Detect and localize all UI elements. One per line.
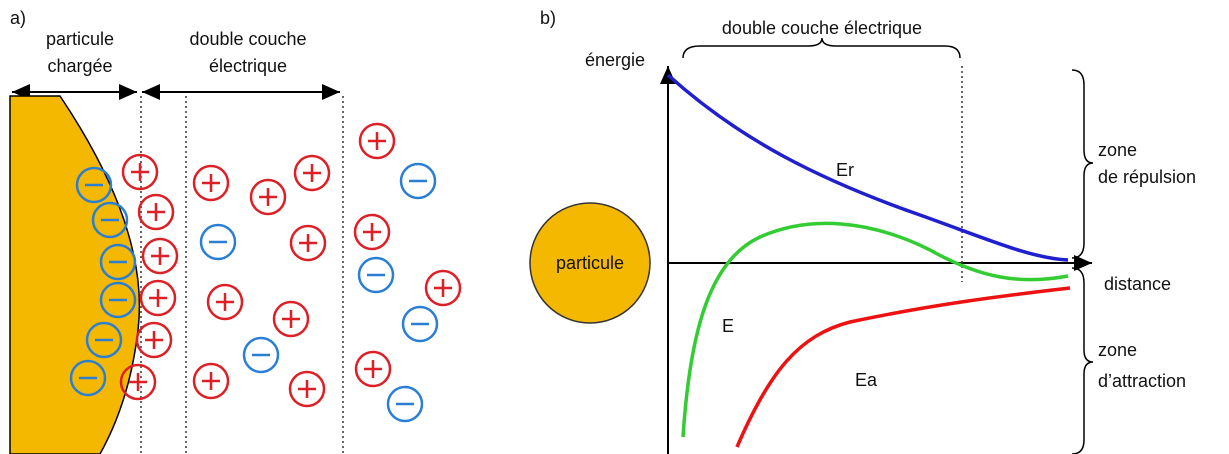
layer-label: double couche	[189, 29, 306, 49]
cation	[137, 193, 175, 231]
y-axis-label: énergie	[585, 50, 645, 70]
particle-label: particule	[46, 29, 114, 49]
attraction-curve	[735, 286, 1071, 448]
curve-label: E	[722, 316, 734, 336]
anion	[401, 305, 439, 343]
brace	[682, 37, 961, 59]
cation	[249, 178, 287, 216]
zone-label: zone	[1098, 140, 1137, 160]
cation	[192, 164, 230, 202]
cation	[354, 350, 392, 388]
zone-label: d’attraction	[1098, 371, 1186, 391]
anion	[386, 385, 424, 423]
brace	[1071, 267, 1094, 454]
cation	[139, 279, 177, 317]
curve-label: Ea	[855, 370, 878, 390]
anion	[99, 243, 137, 281]
ions	[69, 122, 462, 423]
particle-label: particule	[556, 253, 624, 273]
particle-label: chargée	[47, 56, 112, 76]
cation	[353, 213, 391, 251]
total-curve	[681, 221, 1069, 438]
cation	[121, 153, 159, 191]
cation	[288, 370, 326, 408]
panel-label: a)	[10, 8, 26, 28]
zone-label: de répulsion	[1098, 167, 1196, 187]
cation	[358, 122, 396, 160]
anion	[75, 166, 113, 204]
cation	[272, 300, 310, 338]
zone-label: zone	[1098, 340, 1137, 360]
cation	[289, 224, 327, 262]
anion	[399, 162, 437, 200]
layer-label: électrique	[209, 56, 287, 76]
anion	[357, 256, 395, 294]
anion	[69, 359, 107, 397]
cation	[192, 362, 230, 400]
panel-label: b)	[540, 8, 556, 28]
repulsion-curve	[666, 73, 1069, 262]
anion	[242, 336, 280, 374]
dotted-lines	[140, 96, 344, 454]
anion	[99, 281, 137, 319]
particle	[529, 202, 651, 324]
particle	[9, 95, 141, 454]
anion	[91, 201, 129, 239]
layer-label: double couche électrique	[722, 18, 922, 38]
x-axis-label: distance	[1104, 274, 1171, 294]
cation	[206, 283, 244, 321]
cation	[135, 321, 173, 359]
brace	[1071, 69, 1094, 259]
cation	[141, 237, 179, 275]
anion	[199, 223, 237, 261]
cation	[119, 363, 157, 401]
cation	[293, 154, 331, 192]
anion	[85, 321, 123, 359]
curve-label: Er	[836, 160, 854, 180]
cation	[424, 269, 462, 307]
